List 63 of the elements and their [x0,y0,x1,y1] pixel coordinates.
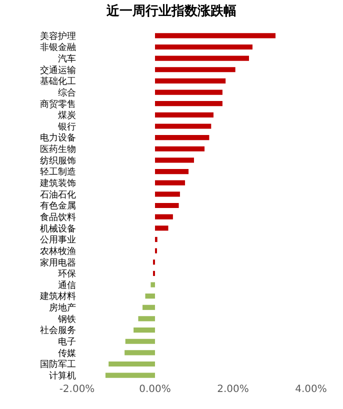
y-tick-label: 美容护理 [40,30,76,42]
bar [155,67,236,72]
bar [142,304,155,310]
bar [155,101,222,106]
x-tick-label: -2.00% [59,384,95,395]
chart-title: 近一周行业指数涨跌幅 [106,3,236,20]
bar [124,350,155,356]
bar [155,202,179,208]
y-tick-label: 有色金属 [40,200,76,212]
y-tick-label: 社会服务 [40,325,76,336]
x-tick-label: 2.00% [217,384,249,395]
bar [155,168,189,174]
bar [155,214,173,220]
bar [155,135,210,140]
bar [150,282,155,288]
bar [145,294,155,299]
bar [155,180,186,186]
y-tick-label: 食品饮料 [40,212,76,223]
y-tick-label: 石油石化 [40,189,76,200]
bar [155,78,226,84]
y-tick-label: 商贸零售 [40,98,76,110]
y-tick-label: 医药生物 [40,144,76,156]
y-tick-label: 房地产 [49,302,76,314]
y-tick-label: 汽车 [58,53,76,64]
y-tick-label: 农林牧渔 [40,246,76,257]
y-tick-label: 传媒 [58,348,76,359]
bar [155,124,212,129]
y-tick-label: 建筑材料 [39,291,76,302]
bar [105,372,155,378]
y-tick-label: 轻工制造 [40,166,76,178]
y-tick-label: 钢铁 [57,314,76,325]
bar [155,146,205,152]
bar [155,226,168,231]
y-tick-label: 建筑装饰 [39,178,76,189]
y-tick-label: 电子 [58,336,76,348]
x-tick-label: 4.00% [295,384,327,395]
y-tick-label: 银行 [57,121,76,132]
y-tick-label: 公用事业 [40,234,76,246]
bar [155,44,252,50]
y-tick-label: 计算机 [49,370,76,382]
y-tick-label: 煤炭 [58,110,76,122]
y-tick-label: 国防军工 [40,359,76,370]
y-tick-label: 机械设备 [40,223,76,234]
y-tick-label: 家用电器 [40,257,76,268]
y-tick-label: 环保 [58,268,76,280]
bar [108,361,155,367]
bar [155,56,249,61]
bar [155,158,194,163]
y-tick-label: 纺织服饰 [40,155,76,166]
y-tick-label: 非银金融 [40,42,76,54]
y-tick-label: 综合 [58,87,76,98]
bar [155,33,276,38]
y-tick-label: 交通运输 [40,64,76,76]
bar [155,90,222,95]
bar [134,328,155,333]
bar [155,112,214,118]
x-tick-label: 0.00% [139,384,171,395]
y-tick-label: 通信 [58,280,76,291]
y-tick-label: 电力设备 [40,132,76,144]
bar [138,316,155,322]
y-tick-label: 基础化工 [40,76,76,88]
bar [125,338,155,344]
bar [155,192,180,197]
